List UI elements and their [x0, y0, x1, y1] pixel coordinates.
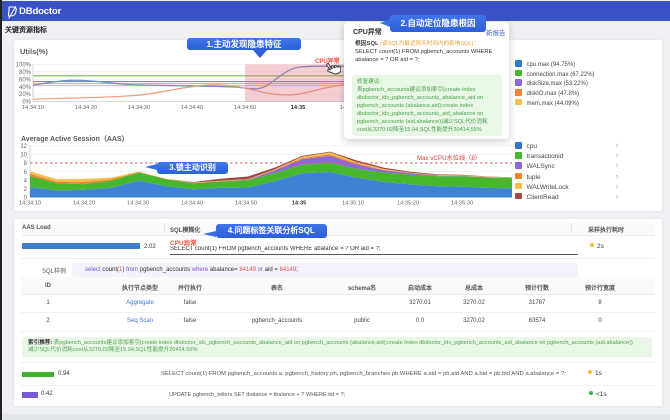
svg-text:14:35: 14:35	[291, 105, 306, 111]
svg-text:12: 12	[20, 144, 27, 150]
svg-text:14:35:20: 14:35:20	[397, 201, 419, 207]
svg-text:6: 6	[24, 170, 28, 176]
svg-text:0: 0	[24, 196, 28, 202]
svg-text:14:34:40: 14:34:40	[181, 105, 203, 111]
svg-text:60%: 60%	[19, 77, 32, 83]
svg-text:4: 4	[24, 178, 28, 184]
svg-text:80%: 80%	[19, 70, 32, 76]
svg-text:14:35: 14:35	[292, 201, 307, 207]
svg-text:20%: 20%	[19, 92, 32, 98]
svg-text:8: 8	[24, 161, 28, 167]
svg-text:14:34:20: 14:34:20	[75, 105, 97, 111]
svg-text:14:34:30: 14:34:30	[128, 105, 150, 111]
svg-text:14:34:10: 14:34:10	[19, 201, 41, 207]
svg-text:0%: 0%	[22, 100, 31, 106]
svg-text:2: 2	[24, 187, 28, 193]
svg-text:14:34:50: 14:34:50	[235, 201, 257, 207]
svg-text:40%: 40%	[19, 85, 32, 91]
svg-text:14:34:30: 14:34:30	[127, 201, 149, 207]
svg-text:100%: 100%	[16, 62, 32, 68]
svg-text:14:35:10: 14:35:10	[342, 201, 364, 207]
svg-text:14:34:10: 14:34:10	[22, 105, 44, 111]
svg-text:Max vCPU水位线（8）: Max vCPU水位线（8）	[417, 154, 481, 162]
svg-text:14:34:50: 14:34:50	[234, 105, 256, 111]
svg-text:14:35:30: 14:35:30	[451, 201, 473, 207]
svg-text:10: 10	[20, 153, 27, 159]
svg-text:14:34:40: 14:34:40	[181, 201, 203, 207]
svg-text:14:34:20: 14:34:20	[73, 201, 95, 207]
